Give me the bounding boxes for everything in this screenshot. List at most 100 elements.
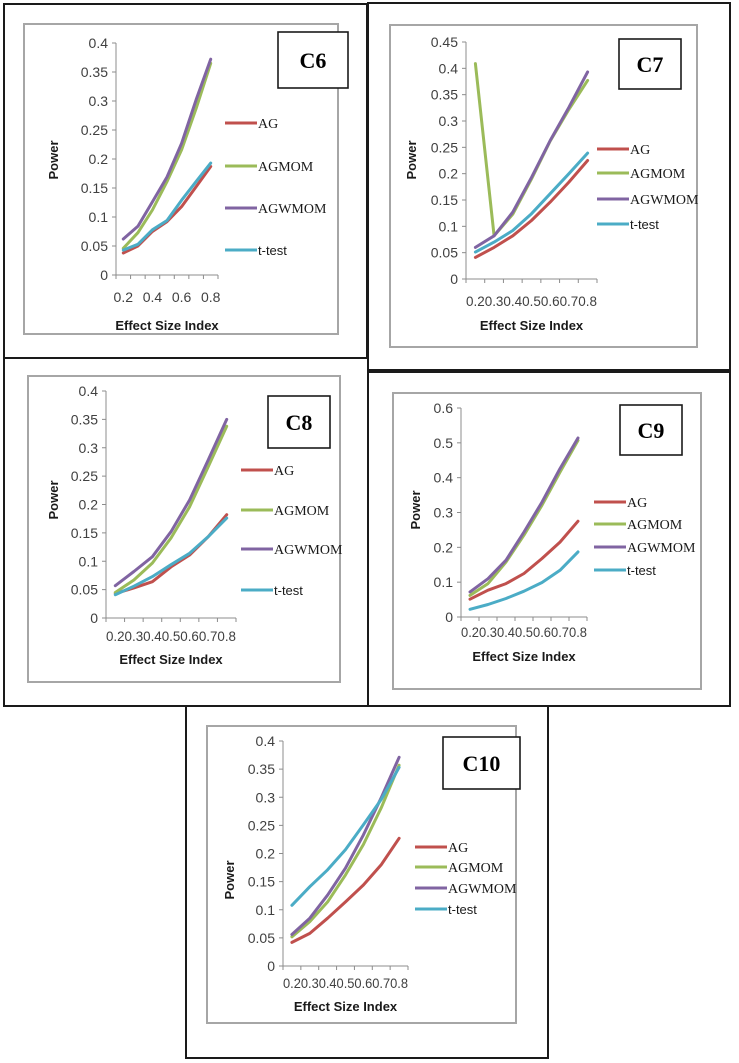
series-line-ttest xyxy=(121,161,213,252)
legend-label: AGMOM xyxy=(258,160,314,175)
y-tick-label: 0.05 xyxy=(248,930,275,946)
x-tick-label: 0.5 xyxy=(522,293,541,309)
y-tick-label: 0 xyxy=(267,958,275,974)
chart-title-box xyxy=(618,38,682,90)
x-tick-label: 0.6 xyxy=(541,293,560,309)
legend-label: AGWMOM xyxy=(630,193,699,208)
y-tick-label: 0 xyxy=(90,610,98,626)
y-tick-label: 0.3 xyxy=(256,789,276,805)
x-tick-label: 0.2 xyxy=(283,975,301,991)
x-tick-label: 0.4 xyxy=(497,624,515,640)
x-tick-label: 0.4 xyxy=(143,289,163,305)
chart-title: C10 xyxy=(463,751,501,776)
legend-label: AGMOM xyxy=(274,504,330,519)
y-tick-label: 0.35 xyxy=(81,64,108,80)
y-axis-title: Power xyxy=(46,480,61,519)
chart-panel-c6: 0 0.05 0.1 0.15 0.2 0.25 0.3 0.35 0.4 0.2 0.4 0.6 0.… xyxy=(3,3,368,359)
series-line-ag xyxy=(290,836,401,944)
series-line-agmom xyxy=(121,61,213,250)
chart-title: C6 xyxy=(300,48,327,73)
x-tick-label: 0.4 xyxy=(503,293,522,309)
legend-label: AG xyxy=(630,143,650,158)
x-tick-label: 0.2 xyxy=(106,628,125,644)
chart-title-box xyxy=(442,736,521,790)
x-tick-label: 0.6 xyxy=(533,624,551,640)
x-tick-label: 0.5 xyxy=(337,975,355,991)
x-axis-title: Effect Size Index xyxy=(472,649,576,664)
y-tick-label: 0.1 xyxy=(89,209,109,225)
x-tick-label: 0.4 xyxy=(143,628,162,644)
chart-title-box xyxy=(267,395,331,449)
y-tick-label: 0.6 xyxy=(434,400,454,416)
series-line-ttest xyxy=(468,550,580,611)
y-tick-label: 0.15 xyxy=(431,192,458,208)
x-axis-title: Effect Size Index xyxy=(115,318,219,333)
y-tick-label: 0.25 xyxy=(71,468,98,484)
x-tick-label: 0.7 xyxy=(560,293,579,309)
y-tick-label: 0.25 xyxy=(248,817,275,833)
chart-panel-c7: 00.050.10.150.20.250.30.350.40.450.2 0.3 0… xyxy=(367,2,731,371)
y-tick-label: 0.05 xyxy=(71,582,98,598)
x-tick-label: 0.6 xyxy=(354,975,372,991)
y-tick-label: 0.4 xyxy=(89,35,109,51)
x-tick-label: 0.3 xyxy=(479,624,497,640)
x-tick-label: 0.8 xyxy=(578,293,597,309)
y-tick-label: 0.35 xyxy=(248,761,275,777)
y-tick-label: 0.1 xyxy=(79,553,99,569)
series-line-agwmom xyxy=(468,436,580,594)
y-tick-label: 0.3 xyxy=(439,113,459,129)
y-tick-label: 0.3 xyxy=(434,505,454,521)
legend-label: t-test xyxy=(258,243,287,258)
y-tick-label: 0.35 xyxy=(71,411,98,427)
legend-label: AGMOM xyxy=(630,167,686,182)
y-tick-label: 0.4 xyxy=(439,60,459,76)
x-axis-title: Effect Size Index xyxy=(480,318,584,333)
y-tick-label: 0.15 xyxy=(248,874,275,890)
y-tick-label: 0 xyxy=(100,267,108,283)
y-tick-label: 0.3 xyxy=(89,93,109,109)
legend-label: AG xyxy=(258,117,278,132)
y-tick-label: 0.4 xyxy=(434,470,454,486)
y-tick-label: 0.25 xyxy=(81,122,108,138)
y-tick-label: 0.3 xyxy=(79,440,99,456)
x-tick-label: 0.5 xyxy=(162,628,181,644)
y-tick-label: 0.2 xyxy=(439,166,459,182)
legend-label: AG xyxy=(627,496,647,511)
legend-label: AGMOM xyxy=(448,861,504,876)
series-line-ag xyxy=(468,519,580,601)
x-tick-label: 0.6 xyxy=(172,289,192,305)
chart-title-box xyxy=(619,404,683,456)
series-line-agwmom xyxy=(113,417,229,588)
legend-label: AG xyxy=(274,464,294,479)
y-tick-label: 0 xyxy=(445,609,453,625)
y-tick-label: 0.2 xyxy=(79,497,99,513)
x-tick-label: 0.8 xyxy=(569,624,587,640)
chart-title: C8 xyxy=(286,410,313,435)
series-line-ttest xyxy=(113,516,229,597)
y-axis-title: Power xyxy=(222,860,237,899)
legend-label: AGWMOM xyxy=(258,202,327,217)
x-tick-label: 0.2 xyxy=(114,289,134,305)
chart-panel-c8: 00.050.10.150.20.250.30.350.40.2 0.3 0.4 0.… xyxy=(3,357,369,707)
chart-panel-c9: 00.10.20.30.40.50.60.2 0.3 0.4 0.5 0.6 0.7 0.8… xyxy=(367,371,731,707)
legend-label: AGWMOM xyxy=(627,541,696,556)
y-tick-label: 0 xyxy=(450,271,458,287)
x-tick-label: 0.7 xyxy=(199,628,218,644)
x-axis-title: Effect Size Index xyxy=(119,652,223,667)
y-tick-label: 0.15 xyxy=(71,525,98,541)
x-tick-label: 0.5 xyxy=(515,624,533,640)
series-line-ag xyxy=(473,159,590,259)
y-tick-label: 0.1 xyxy=(256,902,276,918)
x-tick-label: 0.7 xyxy=(551,624,569,640)
y-axis-title: Power xyxy=(46,140,61,179)
series-line-agmom xyxy=(468,438,580,597)
y-tick-label: 0.4 xyxy=(256,733,276,749)
y-tick-label: 0.45 xyxy=(431,34,458,50)
x-tick-label: 0.3 xyxy=(125,628,144,644)
y-tick-label: 0.5 xyxy=(434,435,454,451)
legend-label: t-test xyxy=(274,583,303,598)
series-line-agmom xyxy=(290,763,401,939)
series-line-agwmom xyxy=(121,57,213,241)
y-tick-label: 0.05 xyxy=(81,238,108,254)
